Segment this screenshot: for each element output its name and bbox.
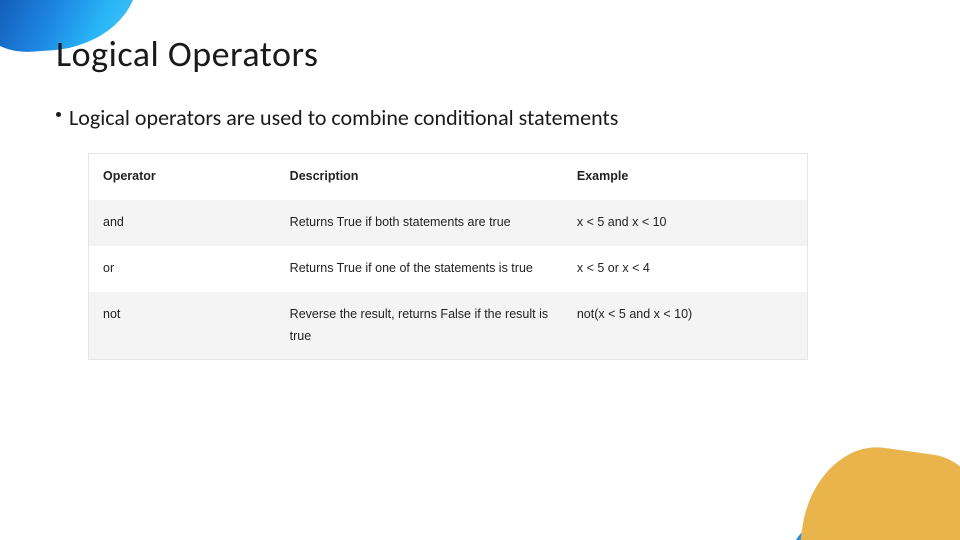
cell-example: x < 5 or x < 4 bbox=[563, 246, 807, 292]
slide-container: Logical Operators Logical operators are … bbox=[0, 0, 960, 540]
cell-example: x < 5 and x < 10 bbox=[563, 200, 807, 246]
cell-operator: or bbox=[89, 246, 276, 292]
operators-table: Operator Description Example and Returns… bbox=[89, 154, 807, 359]
bullet-dot-icon bbox=[56, 112, 61, 117]
cell-description: Reverse the result, returns False if the… bbox=[276, 292, 563, 360]
table-row: not Reverse the result, returns False if… bbox=[89, 292, 807, 360]
bullet-text: Logical operators are used to combine co… bbox=[69, 104, 618, 131]
cell-description: Returns True if both statements are true bbox=[276, 200, 563, 246]
table-header-row: Operator Description Example bbox=[89, 154, 807, 200]
cell-description: Returns True if one of the statements is… bbox=[276, 246, 563, 292]
slide-body: Logical operators are used to combine co… bbox=[56, 104, 904, 360]
cell-operator: not bbox=[89, 292, 276, 360]
slide-title: Logical Operators bbox=[56, 32, 904, 76]
table-row: and Returns True if both statements are … bbox=[89, 200, 807, 246]
col-header-description: Description bbox=[276, 154, 563, 200]
operators-table-container: Operator Description Example and Returns… bbox=[88, 153, 808, 360]
col-header-example: Example bbox=[563, 154, 807, 200]
cell-example: not(x < 5 and x < 10) bbox=[563, 292, 807, 360]
cell-operator: and bbox=[89, 200, 276, 246]
table-row: or Returns True if one of the statements… bbox=[89, 246, 807, 292]
col-header-operator: Operator bbox=[89, 154, 276, 200]
bullet-item: Logical operators are used to combine co… bbox=[56, 104, 904, 131]
